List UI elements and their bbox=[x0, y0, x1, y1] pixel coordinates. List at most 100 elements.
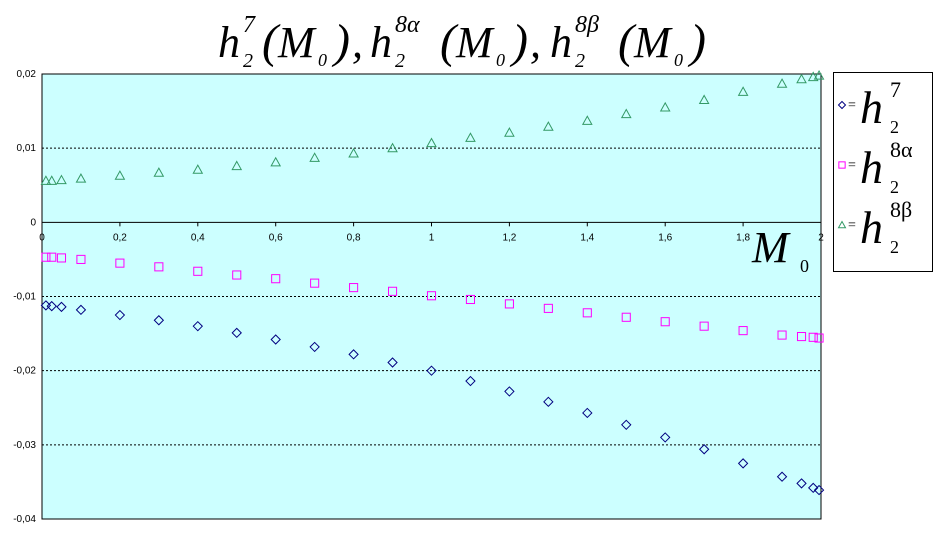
point-square bbox=[426, 291, 437, 301]
y-tick-label: -0,04 bbox=[13, 514, 36, 525]
point-triangle bbox=[348, 147, 359, 158]
point-diamond bbox=[56, 301, 67, 313]
point-diamond bbox=[46, 300, 57, 312]
point-square bbox=[504, 299, 514, 309]
title-Msub-3: 0 bbox=[674, 50, 683, 70]
title-M-3: M bbox=[633, 18, 673, 67]
grid-lines bbox=[42, 147, 821, 446]
point-square bbox=[41, 252, 51, 262]
x-tick-label: 1,4 bbox=[580, 232, 594, 243]
point-square bbox=[76, 254, 86, 264]
legend-sup-3: 8β bbox=[890, 197, 912, 222]
title-h-1: h bbox=[218, 18, 240, 67]
legend-sup-2: 8α bbox=[890, 137, 913, 162]
title-comma-2: , bbox=[530, 18, 541, 67]
y-tick-labels: -0,04 -0,03 -0,02 -0,01 0 0,01 0,02 bbox=[13, 69, 36, 525]
x-axis-label-M: M bbox=[751, 223, 791, 272]
title-M-1: M bbox=[277, 18, 317, 67]
x-tick-labels: 0 0,2 0,4 0,6 0,8 1 1,2 1,4 1,6 1,8 2 bbox=[39, 232, 824, 243]
point-square bbox=[660, 317, 670, 327]
point-square bbox=[814, 333, 824, 343]
point-triangle bbox=[270, 156, 282, 167]
point-diamond bbox=[426, 365, 437, 376]
legend-sub-2: 2 bbox=[890, 177, 899, 197]
point-triangle bbox=[387, 142, 398, 153]
point-triangle bbox=[796, 73, 807, 84]
title-rparen-1: ) bbox=[331, 15, 350, 68]
legend-sup-1: 7 bbox=[890, 77, 901, 102]
title-h-3: h bbox=[550, 18, 572, 67]
point-square bbox=[582, 308, 592, 318]
point-square bbox=[796, 332, 807, 342]
point-diamond bbox=[75, 304, 87, 316]
point-square bbox=[543, 303, 553, 313]
x-axis bbox=[41, 221, 822, 227]
x-tick-label: 2 bbox=[818, 232, 824, 243]
point-triangle bbox=[153, 167, 165, 177]
point-square bbox=[838, 161, 846, 169]
title-Msub-1: 0 bbox=[318, 50, 327, 70]
point-square bbox=[56, 253, 67, 263]
x-tick-label: 0,4 bbox=[191, 232, 205, 243]
point-diamond bbox=[813, 484, 825, 496]
x-axis-label: M 0 bbox=[751, 223, 809, 276]
point-square bbox=[621, 312, 631, 322]
x-tick-label: 1,6 bbox=[658, 232, 672, 243]
point-square bbox=[388, 286, 398, 296]
legend-item-h2-8beta: = h 8β 2 bbox=[837, 197, 912, 257]
point-triangle bbox=[75, 173, 87, 183]
point-square bbox=[808, 332, 818, 342]
title-sub-2: 2 bbox=[395, 50, 405, 72]
legend-items: = h 7 2 = h 8α 2 = h 8β 2 bbox=[837, 77, 913, 257]
point-triangle bbox=[426, 137, 437, 148]
title-Msub-2: 0 bbox=[496, 50, 505, 70]
legend-marker-diamond bbox=[837, 100, 847, 110]
legend-item-h2-8alpha: = h 8α 2 bbox=[838, 137, 913, 197]
point-diamond bbox=[192, 320, 204, 332]
point-triangle bbox=[776, 78, 788, 88]
point-triangle bbox=[504, 127, 515, 137]
title-h-2: h bbox=[370, 18, 392, 67]
point-diamond bbox=[504, 386, 515, 397]
point-square bbox=[738, 326, 748, 336]
point-diamond bbox=[231, 327, 242, 339]
point-diamond bbox=[543, 396, 554, 408]
point-square bbox=[154, 262, 164, 272]
point-square bbox=[310, 278, 320, 288]
y-tick-label: 0 bbox=[30, 217, 36, 228]
point-diamond bbox=[387, 357, 398, 368]
point-diamond bbox=[621, 419, 632, 431]
legend-marker-square bbox=[838, 161, 846, 169]
x-tick-label: 1,8 bbox=[736, 232, 750, 243]
title-rparen-2: ) bbox=[509, 15, 528, 68]
point-diamond bbox=[153, 315, 165, 326]
title-comma-1: , bbox=[352, 18, 363, 67]
x-axis-label-sub: 0 bbox=[800, 256, 809, 276]
point-triangle bbox=[837, 220, 847, 229]
y-tick-label: -0,01 bbox=[13, 292, 36, 303]
title-lparen-3: ( bbox=[618, 15, 637, 68]
point-triangle bbox=[659, 101, 671, 112]
point-diamond bbox=[582, 407, 593, 419]
title-lparen-1: ( bbox=[262, 15, 281, 68]
x-tick-label: 1 bbox=[429, 232, 435, 243]
y-tick-label: 0,01 bbox=[17, 143, 37, 154]
y-tick-label: -0,02 bbox=[13, 366, 36, 377]
legend: = h 7 2 = h 8α 2 = h 8β 2 bbox=[833, 72, 933, 272]
legend-h-1: h bbox=[860, 82, 883, 133]
title-sup-1: 7 bbox=[243, 12, 256, 38]
point-diamond bbox=[465, 375, 476, 387]
title-M-2: M bbox=[455, 18, 495, 67]
point-square bbox=[193, 266, 203, 276]
legend-svg: = h 7 2 = h 8α 2 = h 8β 2 bbox=[837, 77, 913, 257]
legend-marker-triangle bbox=[837, 220, 847, 229]
plot-area: -0,04 -0,03 -0,02 -0,01 0 0,01 0,02 0 0,2 0,4 0,6… bbox=[13, 69, 825, 525]
title-sub-3: 2 bbox=[575, 50, 585, 72]
y-tick-label: -0,03 bbox=[13, 440, 36, 451]
point-triangle bbox=[543, 121, 554, 131]
x-tick-label: 0,6 bbox=[269, 232, 283, 243]
point-square bbox=[47, 252, 57, 262]
legend-eq-1: = bbox=[848, 98, 856, 113]
point-diamond bbox=[776, 471, 788, 482]
point-diamond bbox=[796, 478, 807, 489]
